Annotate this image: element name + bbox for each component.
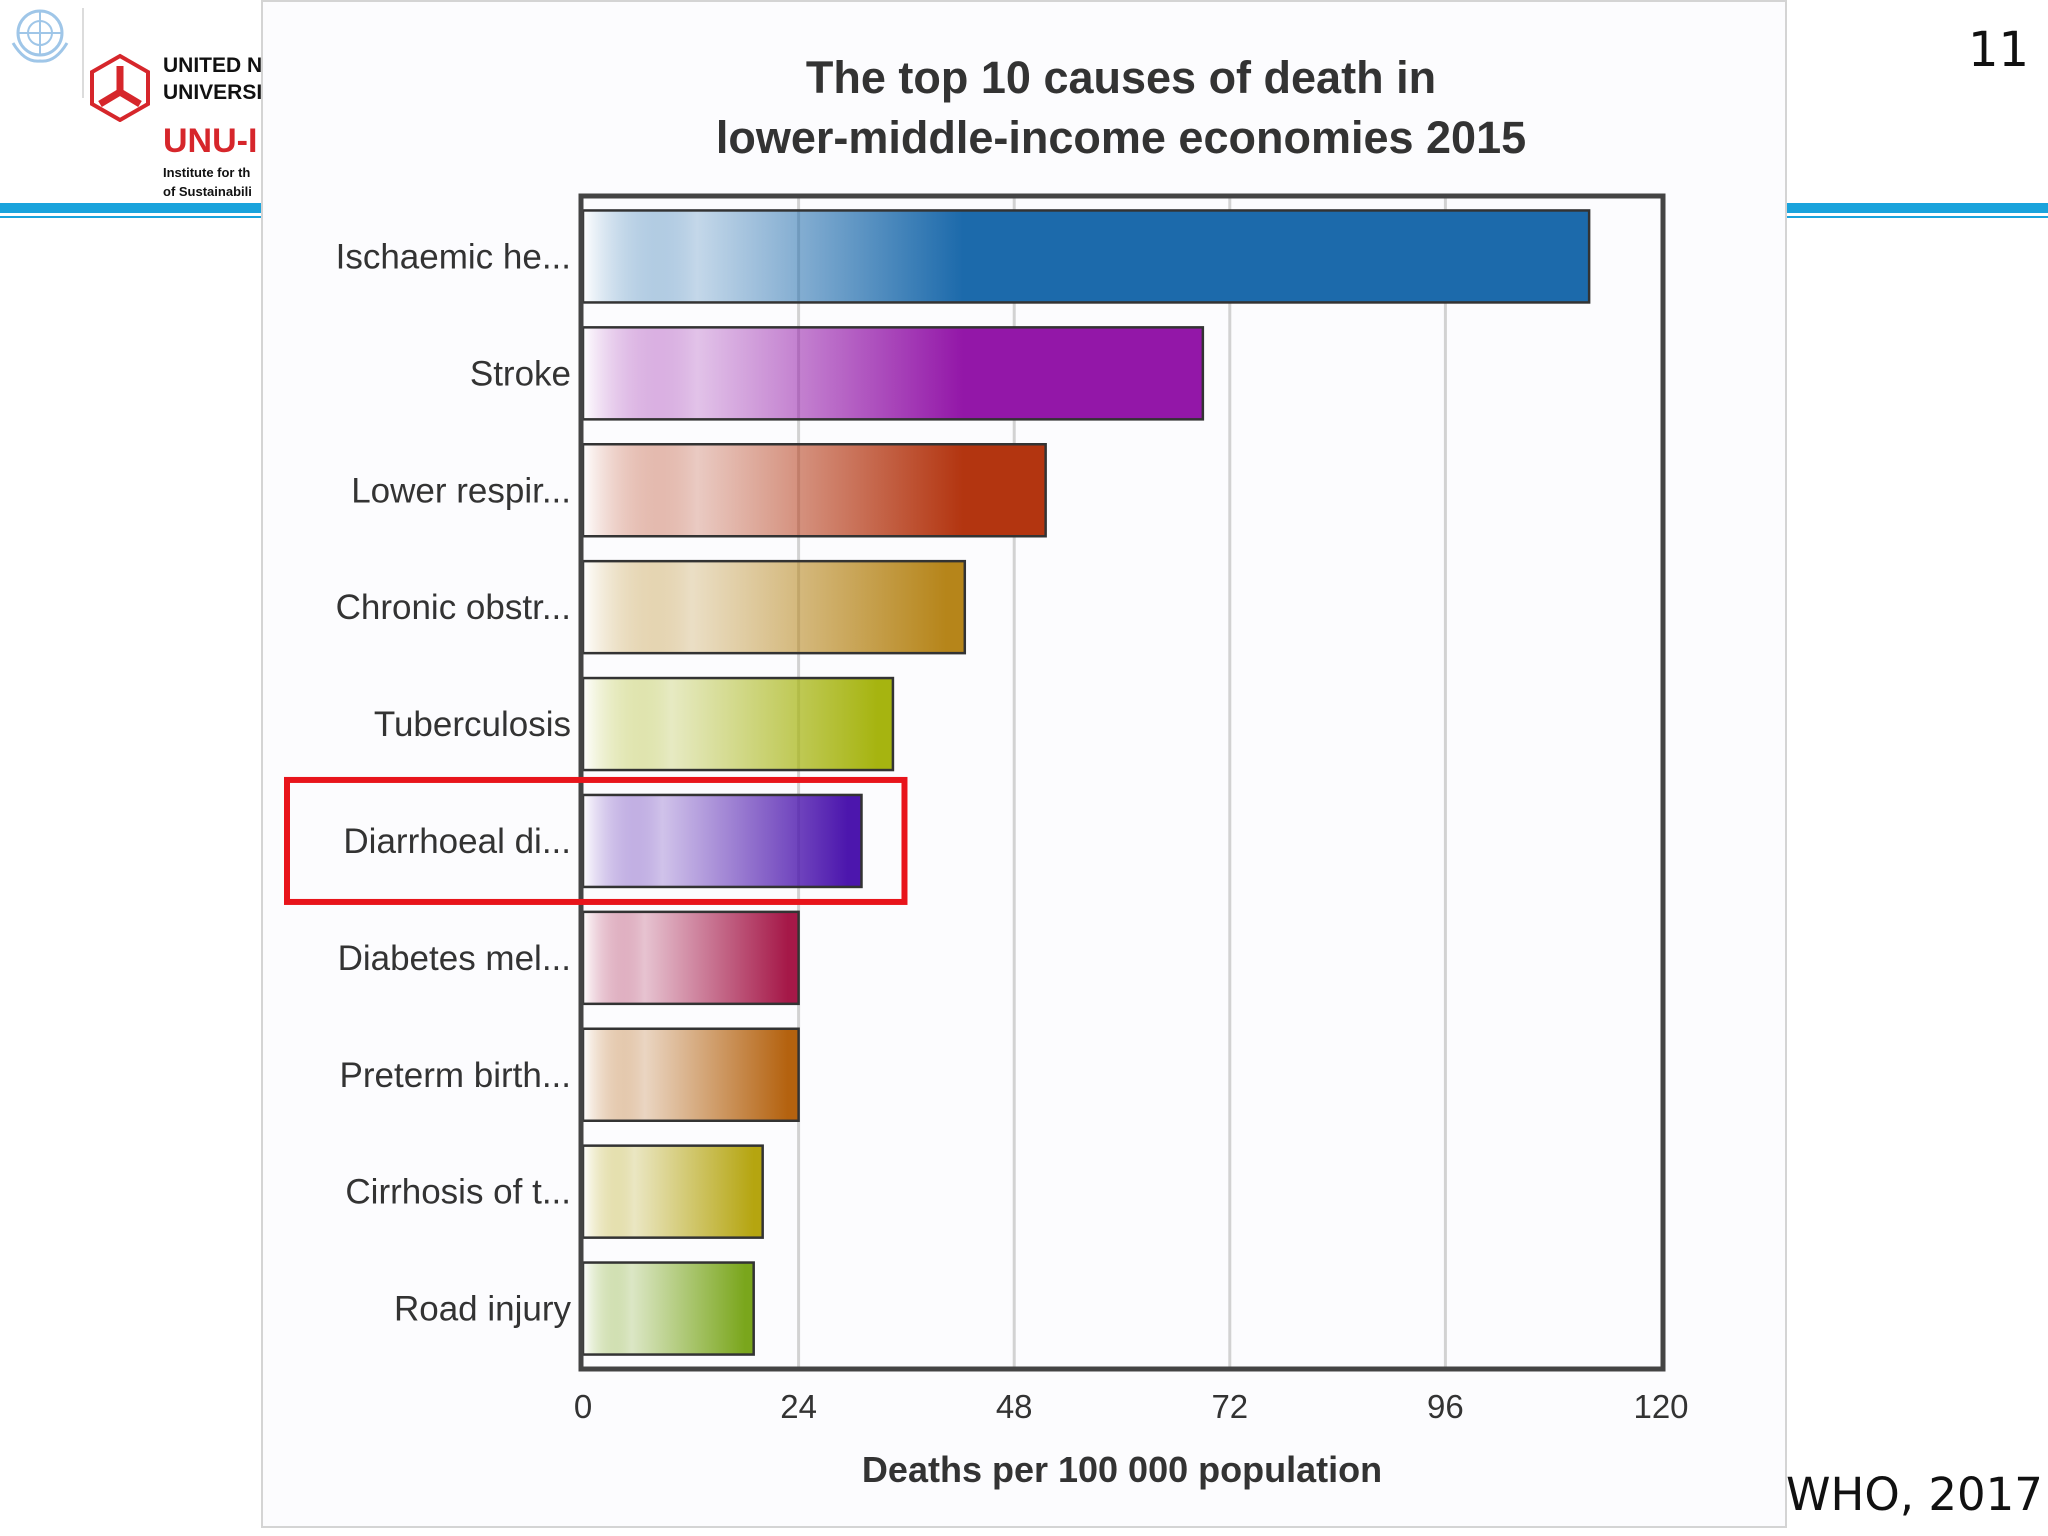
- x-tick-label: 120: [1633, 1388, 1688, 1425]
- category-label: Diarrhoeal di...: [343, 822, 571, 861]
- bar: [581, 209, 1591, 304]
- institute-name-line1: Institute for th: [163, 165, 251, 180]
- x-tick-labels: 0 24 48 72 96 120: [574, 1388, 1689, 1425]
- x-tick-label: 96: [1427, 1388, 1464, 1425]
- organization-name-line2: UNIVERSI: [163, 81, 263, 104]
- organization-name-line1: UNITED N: [163, 54, 263, 77]
- x-axis-title: Deaths per 100 000 population: [862, 1449, 1382, 1490]
- x-tick-label: 24: [780, 1388, 817, 1425]
- chart-title-line1: The top 10 causes of death in: [805, 52, 1437, 103]
- bar: [581, 443, 1047, 538]
- source-citation: WHO, 2017: [1786, 1468, 2043, 1521]
- x-tick-label: 48: [996, 1388, 1033, 1425]
- chart-title-line2: lower-middle-income economies 2015: [715, 112, 1527, 163]
- organization-name: UNITED N UNIVERSI: [163, 52, 262, 106]
- institute-name: Institute for th of Sustainabili: [163, 163, 252, 201]
- category-label: Preterm birth...: [340, 1056, 571, 1095]
- bar: [581, 1027, 800, 1122]
- bar: [581, 1261, 755, 1356]
- bar: [581, 793, 863, 889]
- chart-title: The top 10 causes of death in lower-midd…: [261, 48, 1981, 168]
- category-label: Ischaemic he...: [336, 237, 571, 276]
- slide-number: 11: [1968, 22, 2030, 78]
- category-label: Tuberculosis: [374, 705, 571, 744]
- bar: [581, 326, 1205, 421]
- category-label: Cirrhosis of t...: [345, 1173, 571, 1212]
- bar: [581, 1144, 764, 1239]
- logo-divider: [82, 8, 84, 98]
- bar: [581, 910, 800, 1006]
- unu-logo-icon: [90, 53, 150, 122]
- category-labels: Ischaemic he... Stroke Lower respir... Chro…: [336, 237, 572, 1328]
- highlight-box: [284, 776, 908, 905]
- institute-name-line2: of Sustainabili: [163, 184, 252, 199]
- category-label: Stroke: [470, 354, 571, 393]
- category-label: Chronic obstr...: [336, 588, 571, 627]
- x-tick-label: 0: [574, 1388, 592, 1425]
- bar: [581, 676, 895, 772]
- x-tick-label: 72: [1211, 1388, 1248, 1425]
- un-emblem-icon: [11, 9, 69, 63]
- bar: [581, 559, 967, 655]
- category-label: Diabetes mel...: [338, 939, 571, 978]
- category-label: Road injury: [394, 1290, 572, 1329]
- organization-abbr: UNU-I: [163, 122, 258, 160]
- category-label: Lower respir...: [351, 471, 571, 510]
